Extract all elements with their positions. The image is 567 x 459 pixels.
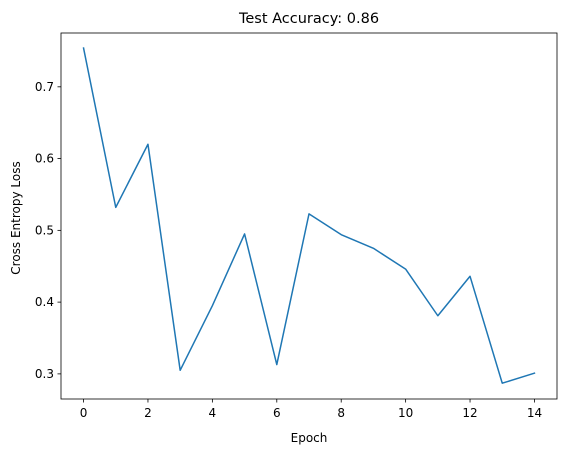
axes-frame	[60, 32, 558, 400]
y-tick-label: 0.3	[35, 367, 54, 381]
x-tick-label: 4	[209, 406, 217, 420]
x-axis-label: Epoch	[291, 431, 328, 445]
y-tick-label: 0.6	[35, 152, 54, 166]
x-tick-label: 8	[337, 406, 345, 420]
y-tick-label: 0.7	[35, 80, 54, 94]
chart-title: Test Accuracy: 0.86	[238, 11, 379, 27]
y-tick-label: 0.4	[35, 295, 54, 309]
plot-layer	[82, 47, 536, 384]
x-tick-label: 10	[398, 406, 413, 420]
x-tick-label: 12	[462, 406, 477, 420]
y-axis-label: Cross Entropy Loss	[9, 161, 23, 274]
x-tick-label: 2	[144, 406, 152, 420]
x-tick-label: 0	[80, 406, 88, 420]
axes-layer: 0 2 4 6 8 10 12 14 0.3 0.4 0.5 0.6 0.7	[35, 32, 558, 420]
y-tick-label: 0.5	[35, 223, 54, 237]
x-tick-label: 14	[527, 406, 542, 420]
series-line	[82, 47, 536, 384]
x-tick-label: 6	[273, 406, 281, 420]
